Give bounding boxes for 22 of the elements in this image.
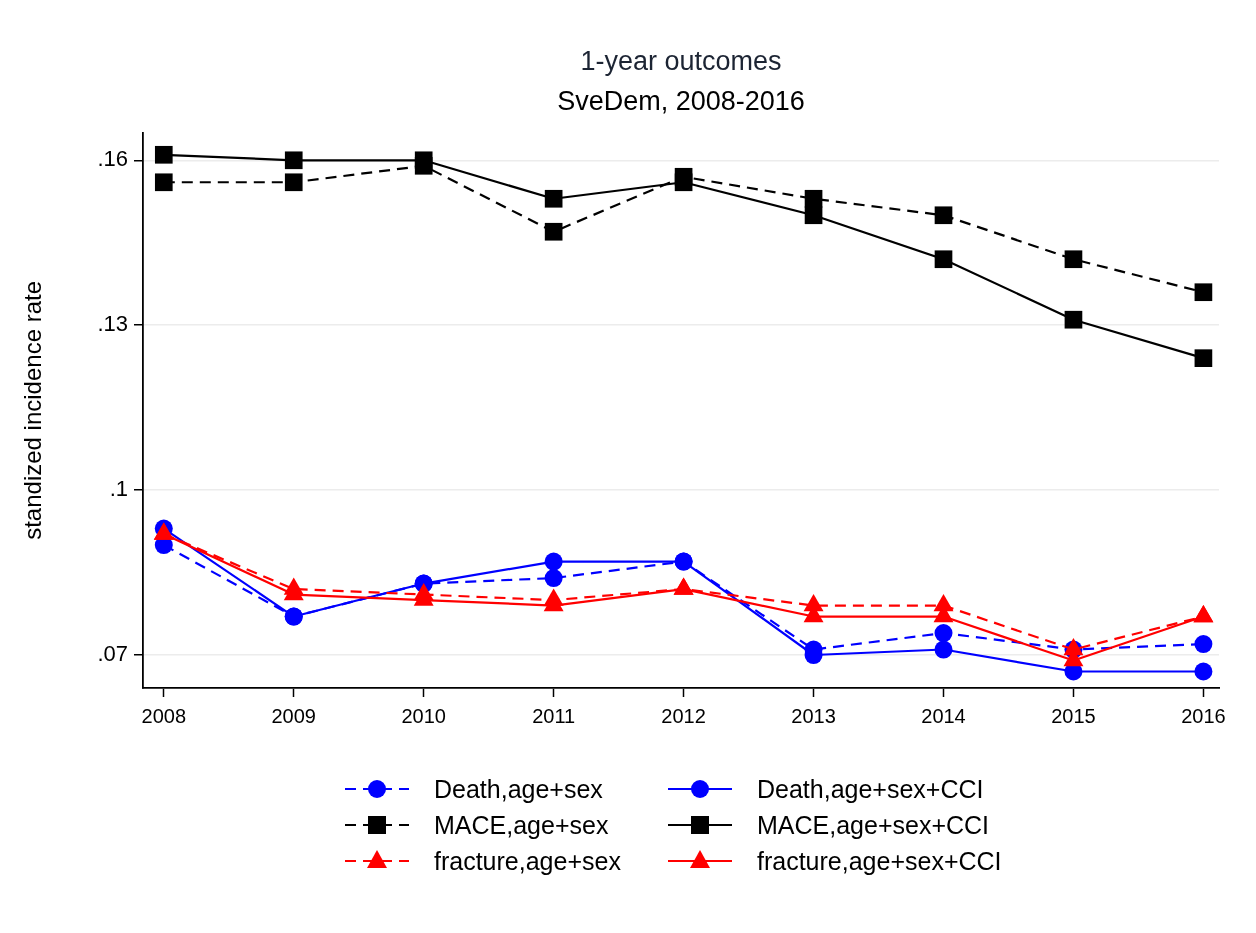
legend-label: MACE,age+sex [434, 810, 609, 840]
y-tick-label: .16 [97, 146, 128, 172]
x-tick-label: 2010 [401, 704, 446, 727]
y-tick-label: .07 [97, 641, 128, 667]
legend-label: fracture,age+sex+CCI [757, 846, 1002, 876]
legend-label: fracture,age+sex [434, 846, 621, 876]
chart-subtitle: SveDem, 2008-2016 [557, 86, 805, 117]
x-tick-label: 2016 [1181, 704, 1226, 727]
x-tick-label: 2012 [661, 704, 706, 727]
x-tick-label: 2009 [271, 704, 316, 727]
x-tick-label: 2011 [532, 704, 576, 727]
chart-title: 1-year outcomes [580, 45, 782, 76]
y-tick-label: .13 [97, 311, 128, 337]
legend-label: Death,age+sex+CCI [757, 774, 984, 804]
x-tick-label: 2008 [141, 704, 187, 727]
legend-label: MACE,age+sex+CCI [757, 810, 990, 840]
legend-label: Death,age+sex [434, 774, 603, 804]
x-tick-label: 2013 [791, 704, 836, 727]
y-tick-label: .1 [109, 476, 128, 502]
x-tick-label: 2014 [921, 704, 966, 727]
x-tick-label: 2015 [1051, 704, 1096, 727]
y-axis-title: standized incidence rate [19, 280, 47, 540]
